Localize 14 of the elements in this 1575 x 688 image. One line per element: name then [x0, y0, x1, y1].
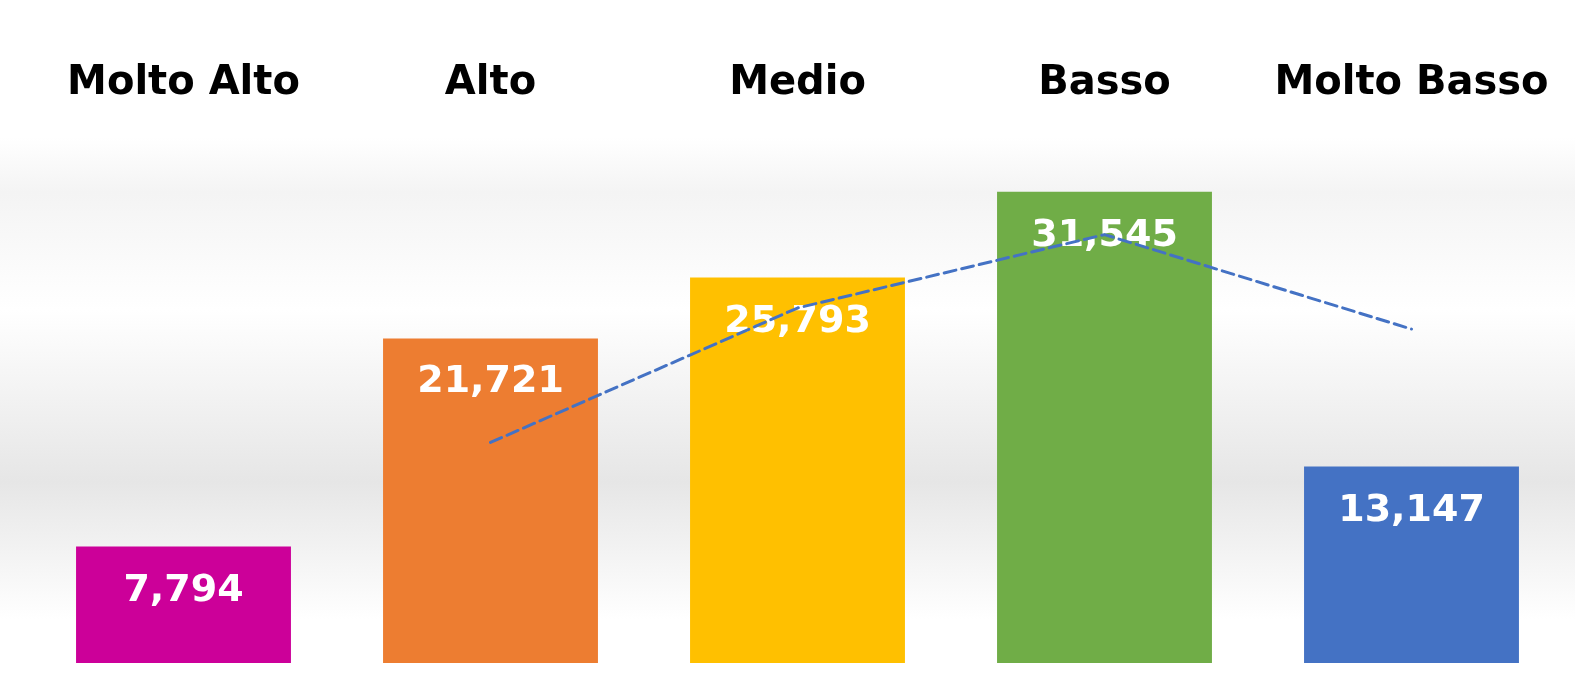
bar [383, 338, 598, 663]
x-tick-label: Molto Alto [67, 57, 300, 103]
bar [997, 191, 1212, 663]
bar [1304, 466, 1519, 663]
x-tick-label: Molto Basso [1274, 57, 1549, 103]
x-tick-label: Alto [444, 57, 537, 103]
x-tick-label: Basso [1038, 57, 1171, 103]
bar [76, 546, 291, 663]
data-label: 13,147 [1338, 485, 1485, 530]
data-label: 21,721 [417, 357, 564, 402]
x-tick-label: Medio [729, 57, 866, 103]
bar [690, 277, 905, 663]
data-label: 31,545 [1031, 210, 1178, 255]
data-label: 7,794 [123, 565, 244, 610]
